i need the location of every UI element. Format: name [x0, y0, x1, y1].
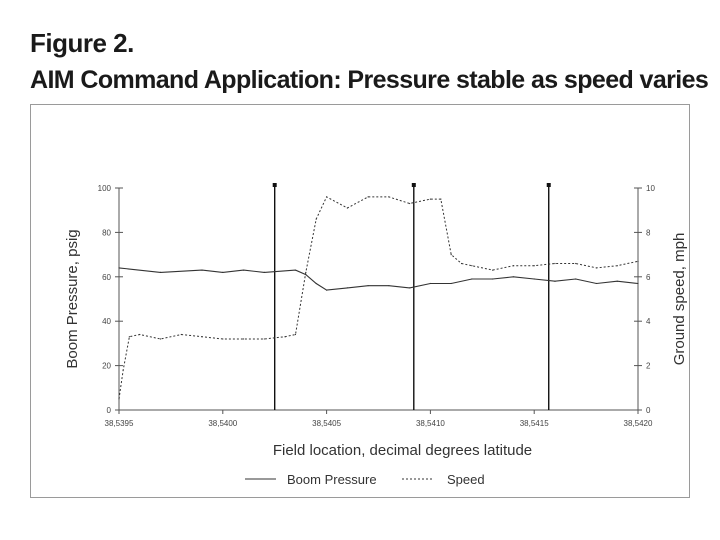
data-point-boom-pressure [315, 282, 317, 285]
data-point-speed [315, 218, 317, 220]
data-point-boom-pressure [637, 282, 639, 285]
data-point-speed [122, 369, 124, 371]
x-tick-label: 38,5405 [312, 419, 341, 428]
x-tick-label: 38,5410 [416, 419, 445, 428]
data-point-boom-pressure [409, 287, 411, 289]
y-right-tick-label: 6 [646, 273, 651, 282]
data-point-speed [492, 269, 494, 271]
data-point-boom-pressure [294, 269, 297, 271]
data-point-speed [429, 198, 431, 200]
data-point-speed [554, 262, 556, 265]
data-point-boom-pressure [201, 269, 203, 271]
vertical-marker-cap [272, 183, 277, 187]
y-right-tick-label: 0 [646, 406, 651, 415]
data-point-speed [128, 336, 130, 338]
data-point-boom-pressure [159, 271, 162, 273]
data-point-speed [326, 196, 328, 198]
series-speed [118, 196, 639, 399]
data-point-speed [595, 267, 598, 269]
vertical-marker-cap [546, 183, 551, 187]
data-point-speed [512, 265, 515, 267]
y-right-axis-title: Ground speed, mph [671, 233, 688, 366]
data-point-boom-pressure [533, 278, 535, 280]
x-tick-label: 38,5420 [624, 419, 653, 428]
data-point-boom-pressure [471, 278, 473, 280]
data-point-boom-pressure [242, 269, 245, 271]
data-point-speed [367, 196, 369, 198]
legend-label-speed: Speed [447, 472, 485, 487]
data-point-speed [616, 265, 618, 267]
data-point-speed [159, 338, 162, 340]
x-tick-label: 38,5395 [105, 419, 134, 428]
data-point-speed [263, 338, 265, 340]
data-point-speed [294, 333, 297, 336]
data-point-speed [533, 265, 535, 267]
data-point-boom-pressure [367, 285, 369, 287]
data-point-speed [471, 265, 473, 267]
data-point-speed [450, 254, 452, 256]
chart-frame [30, 104, 690, 498]
axes: 0 20 40 60 80 100 0 2 4 6 8 10 38,5395 38,5400 38,5405… [98, 184, 656, 428]
y-left-tick-label: 20 [102, 362, 111, 371]
legend-label-boom-pressure: Boom Pressure [287, 472, 377, 487]
data-point-boom-pressure [118, 267, 120, 269]
y-left-tick-label: 0 [107, 406, 112, 415]
data-point-speed [460, 262, 463, 265]
x-axis-title: Field location, decimal degrees latitude [273, 442, 532, 459]
data-point-speed [118, 398, 120, 400]
data-point-speed [139, 333, 141, 336]
data-point-speed [637, 260, 639, 262]
series-lines [118, 196, 639, 400]
y-left-tick-label: 100 [98, 184, 112, 193]
y-left-tick-label: 80 [102, 228, 111, 237]
y-right-tick-label: 10 [646, 184, 655, 193]
data-point-boom-pressure [575, 278, 577, 280]
data-point-boom-pressure [346, 287, 348, 289]
data-point-boom-pressure [492, 278, 494, 280]
x-tick-label: 38,5400 [208, 419, 237, 428]
x-tick-label: 38,5415 [520, 419, 549, 428]
y-right-tick-label: 2 [646, 362, 651, 371]
data-point-boom-pressure [388, 285, 390, 287]
data-point-boom-pressure [326, 289, 328, 291]
data-point-boom-pressure [450, 282, 452, 285]
data-point-boom-pressure [512, 276, 515, 278]
figure-label: Figure 2. [30, 28, 134, 58]
y-left-tick-label: 40 [102, 317, 111, 326]
data-point-speed [346, 207, 348, 209]
data-point-boom-pressure [222, 271, 224, 273]
y-left-tick-label: 60 [102, 273, 111, 282]
vertical-marker-cap [411, 183, 416, 187]
data-point-speed [305, 271, 307, 273]
y-right-tick-label: 8 [646, 228, 651, 237]
axis-labels: Field location, decimal degrees latitude… [64, 229, 688, 459]
figure-title: AIM Command Application: Pressure stable… [30, 66, 709, 94]
vertical-markers [272, 183, 551, 410]
data-point-speed [284, 336, 286, 338]
legend: Boom Pressure Speed [245, 472, 485, 487]
data-point-speed [388, 196, 390, 198]
y-right-tick-label: 4 [646, 317, 651, 326]
data-point-speed [575, 262, 577, 265]
data-point-speed [242, 338, 245, 340]
data-point-boom-pressure [595, 282, 598, 285]
data-point-boom-pressure [616, 280, 618, 282]
data-point-boom-pressure [263, 271, 265, 273]
data-point-boom-pressure [429, 282, 431, 285]
data-point-speed [180, 333, 182, 336]
y-left-axis-title: Boom Pressure, psig [64, 229, 81, 368]
data-point-boom-pressure [554, 280, 556, 282]
data-point-speed [409, 202, 411, 205]
series-boom-pressure [118, 267, 639, 291]
data-point-speed [440, 198, 442, 200]
data-point-speed [222, 338, 224, 340]
data-point-speed [201, 336, 203, 338]
